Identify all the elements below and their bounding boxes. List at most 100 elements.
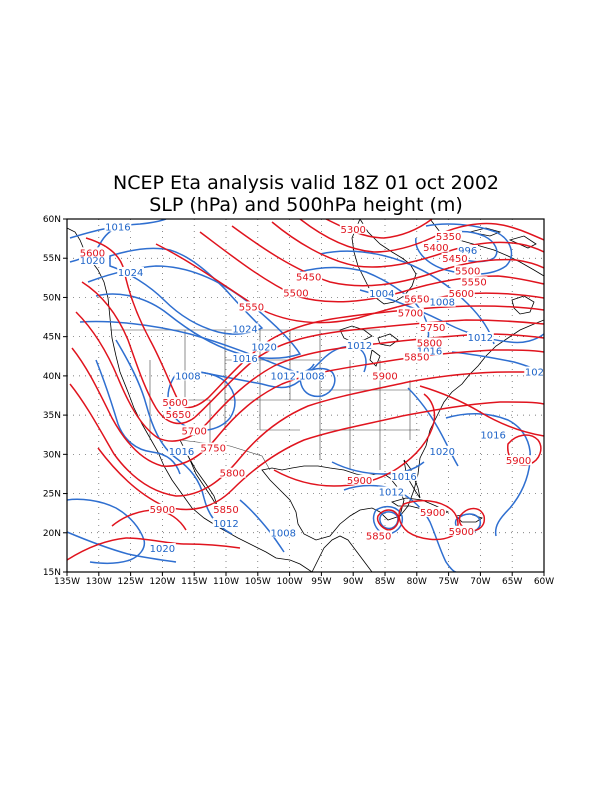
height-contour-label: 5900	[420, 508, 445, 519]
height-5750	[71, 347, 544, 467]
slp-contour-label-bg	[231, 323, 259, 334]
lon-tick-label: 85W	[375, 577, 395, 587]
height-contour-label-bg	[419, 321, 447, 332]
slp-contour-label: 1024	[232, 324, 257, 335]
height-5900-caribbean	[398, 499, 459, 541]
slp-contour-label: 996	[458, 246, 477, 257]
north-america-west-coast	[67, 227, 313, 572]
lon-tick-label: 100W	[277, 577, 303, 587]
slp-1016-northwest	[69, 219, 167, 239]
slp-contour-label-bg	[117, 266, 144, 277]
height-5450	[231, 225, 544, 287]
height-contour-label-bg	[454, 265, 482, 276]
slp-contour-label-bg	[149, 543, 176, 554]
title-line-1: NCEP Eta analysis valid 18Z 01 oct 2002	[113, 172, 499, 194]
slp-1016-gulf	[331, 461, 425, 475]
slp-contour-label: 1012	[213, 519, 238, 530]
slp-contour-label-bg	[390, 470, 418, 481]
height-contour-label: 5800	[417, 339, 442, 350]
slp-contour-label-bg	[168, 445, 195, 456]
lon-tick-label: 110W	[213, 577, 239, 587]
slp-1012-west-coast	[115, 339, 233, 535]
lon-tick-label: 75W	[438, 577, 458, 587]
height-contour-label-bg	[447, 525, 475, 536]
height-contour-label-bg	[416, 337, 443, 348]
height-contour-label: 5850	[213, 505, 238, 516]
slp-contour-label-bg	[428, 445, 456, 456]
slp-contour-label: 1016	[169, 447, 194, 458]
slp-contour-label-bg	[269, 370, 297, 381]
height-contour-label: 5600	[162, 398, 187, 409]
height-contour-label: 5750	[420, 323, 445, 334]
slp-contour-label-bg	[174, 370, 202, 381]
slp-contour-label: 1008	[175, 371, 200, 382]
slp-contour-label: 1008	[430, 298, 455, 309]
slp-contour-label: 1024	[118, 268, 143, 279]
height-contour-label: 5900	[347, 476, 372, 487]
slp-contour-label-bg	[416, 345, 443, 356]
height-contour-label-bg	[282, 287, 310, 298]
height-contour-label-bg	[422, 241, 450, 252]
height-contour-label: 5500	[283, 288, 308, 299]
height-5550	[155, 243, 544, 324]
slp-contour-label-bg	[298, 370, 326, 381]
lon-tick-label: 125W	[118, 577, 144, 587]
lon-tick-label: 115W	[181, 577, 207, 587]
slp-contour-label: 1008	[271, 528, 296, 539]
height-contour-label-bg	[403, 293, 431, 304]
height-5850-hurricane	[376, 509, 400, 531]
slp-1008-mexico	[239, 499, 285, 553]
slp-contour-label: 1004	[369, 289, 394, 300]
height-contour-label-bg	[218, 467, 246, 478]
slp-contour-label-bg	[368, 288, 396, 299]
height-contour-label: 5450	[296, 273, 321, 284]
lon-tick-label: 90W	[343, 577, 363, 587]
height-contour-label: 5900	[150, 505, 175, 516]
height-contour-label-bg	[403, 351, 431, 362]
central-america	[311, 535, 373, 572]
lat-tick-label: 45N	[43, 333, 61, 343]
slp-contour-label-bg	[79, 255, 106, 266]
slp-1004-canada	[299, 266, 430, 341]
longitude-axis: 135W 130W 125W 120W 115W 110W 105W 100W 95W 90W 85…	[54, 572, 554, 587]
slp-1016-west-coast	[95, 359, 181, 475]
slp-contour-label-bg	[479, 429, 507, 440]
slp-contour-label: 1020	[150, 544, 175, 555]
lon-tick-label: 130W	[86, 577, 112, 587]
height-contour-label-bg	[339, 223, 367, 234]
lat-tick-label: 20N	[43, 529, 61, 539]
height-contour-label: 5550	[461, 277, 486, 288]
slp-contour-label-bg	[467, 332, 494, 343]
slp-contour-label: 1008	[299, 371, 324, 382]
height-contour-label: 5700	[181, 426, 206, 437]
height-5650	[81, 281, 544, 425]
slp-contour-label: 1020	[430, 447, 455, 458]
lat-tick-label: 25N	[43, 490, 61, 500]
height-contour-label-bg	[295, 271, 323, 282]
height-contour-label-bg	[397, 307, 424, 318]
slp-contour-label: 1016	[391, 472, 416, 483]
height-labels: 5600530053505400545055005550560054505500…	[79, 223, 532, 542]
height-contour-label-bg	[199, 442, 227, 453]
height-contour-label: 5550	[239, 302, 264, 313]
newfoundland	[511, 295, 535, 315]
slp-contour-label: 1012	[347, 341, 372, 352]
slp-1008-low-east	[299, 367, 336, 398]
slp-contour-label: 1020	[251, 342, 276, 353]
height-contour-label-bg	[447, 288, 475, 299]
height-contour-label: 5900	[506, 456, 531, 467]
slp-contour-label-bg	[104, 221, 132, 232]
height-5400	[271, 221, 544, 268]
height-contour-label-bg	[371, 370, 399, 381]
height-contour-label-bg	[460, 276, 488, 287]
lon-tick-label: 80W	[407, 577, 427, 587]
coastlines	[67, 219, 544, 572]
height-contour-label-bg	[505, 455, 532, 466]
slp-contour-label-bg	[250, 341, 278, 352]
lon-tick-label: 65W	[502, 577, 522, 587]
slp-1020-outer	[87, 265, 302, 360]
lon-tick-label: 105W	[245, 577, 271, 587]
slp-contour-label-bg	[457, 244, 478, 255]
lat-tick-label: 55N	[43, 254, 61, 264]
